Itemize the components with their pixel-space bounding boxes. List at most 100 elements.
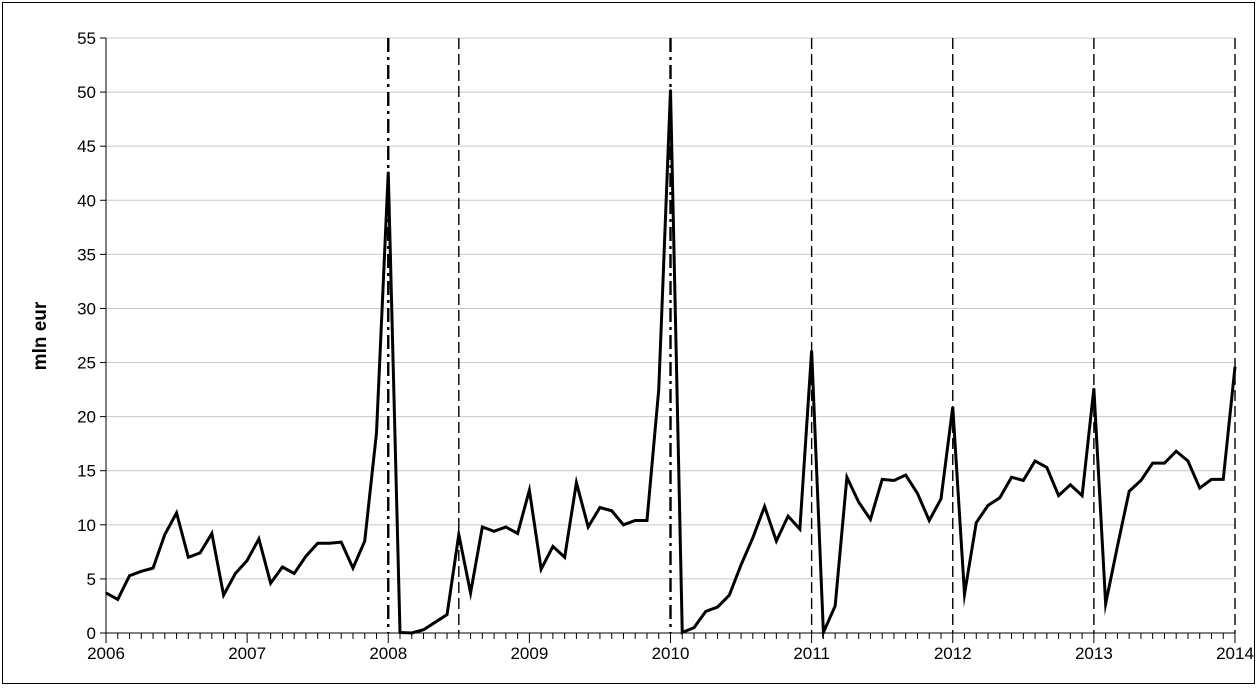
data-point bbox=[540, 568, 542, 570]
data-point bbox=[434, 621, 437, 623]
x-tick-label: 2008 bbox=[369, 644, 407, 663]
data-point bbox=[634, 519, 637, 522]
y-tick-label: 25 bbox=[77, 354, 96, 373]
data-point bbox=[222, 594, 225, 596]
data-point bbox=[857, 501, 860, 503]
data-point bbox=[399, 631, 401, 634]
data-point bbox=[458, 533, 460, 536]
data-point bbox=[105, 592, 107, 594]
x-tick-label: 2013 bbox=[1075, 644, 1113, 663]
data-point bbox=[599, 506, 601, 509]
data-point bbox=[387, 171, 390, 173]
y-tick-label: 55 bbox=[77, 29, 96, 48]
y-tick-label: 35 bbox=[77, 245, 96, 264]
y-tick-label: 5 bbox=[87, 570, 96, 589]
data-point bbox=[704, 610, 707, 613]
data-point bbox=[199, 552, 201, 554]
data-point bbox=[234, 572, 237, 575]
data-point bbox=[305, 555, 307, 557]
x-axis-tick-labels: 2006 2007 2008 2009 2010 2011 2012 2013 2014 bbox=[87, 644, 1254, 663]
axes bbox=[100, 37, 1236, 643]
data-point bbox=[893, 479, 895, 482]
data-point bbox=[822, 631, 825, 634]
data-point bbox=[610, 509, 613, 512]
data-point bbox=[128, 574, 131, 577]
y-tick-label: 45 bbox=[77, 137, 96, 156]
data-point bbox=[775, 540, 778, 542]
data-point bbox=[1116, 545, 1119, 548]
data-point bbox=[469, 592, 472, 594]
data-point bbox=[1198, 487, 1201, 489]
data-point bbox=[669, 89, 672, 91]
data-point bbox=[140, 570, 143, 573]
data-point bbox=[940, 498, 942, 500]
data-point bbox=[116, 598, 119, 601]
x-tick-label: 2010 bbox=[652, 644, 690, 663]
y-tick-label: 50 bbox=[77, 83, 96, 102]
data-point bbox=[963, 593, 966, 595]
data-point bbox=[446, 613, 448, 616]
data-point bbox=[1163, 462, 1166, 464]
data-point bbox=[211, 532, 213, 535]
y-tick-label: 10 bbox=[77, 516, 96, 535]
y-tick-label: 30 bbox=[77, 299, 96, 318]
data-point bbox=[1093, 387, 1095, 390]
data-point bbox=[481, 526, 484, 528]
data-point bbox=[881, 478, 883, 481]
data-point bbox=[516, 532, 519, 535]
series-group bbox=[105, 89, 1237, 639]
data-point bbox=[493, 530, 495, 533]
data-point bbox=[716, 606, 719, 608]
y-axis-tick-labels: 0 5 10 15 20 25 30 35 40 45 50 55 bbox=[77, 29, 96, 643]
data-point bbox=[869, 518, 872, 521]
data-point bbox=[646, 519, 648, 522]
data-point bbox=[1046, 466, 1048, 469]
data-point bbox=[1034, 460, 1036, 462]
data-point bbox=[363, 540, 366, 542]
data-point bbox=[916, 492, 919, 495]
data-point bbox=[410, 632, 413, 634]
data-point bbox=[998, 496, 1001, 499]
data-point bbox=[187, 556, 190, 559]
x-tick-label: 2011 bbox=[793, 644, 830, 663]
data-point bbox=[1175, 450, 1177, 453]
x-tick-label: 2012 bbox=[934, 644, 972, 663]
data-point bbox=[164, 533, 166, 536]
data-point bbox=[928, 519, 931, 522]
data-point bbox=[1010, 476, 1013, 479]
y-tick-label: 40 bbox=[77, 191, 96, 210]
data-point bbox=[563, 556, 566, 559]
data-point bbox=[328, 542, 331, 545]
data-point bbox=[352, 567, 354, 569]
data-point bbox=[740, 564, 742, 566]
data-point bbox=[728, 594, 731, 596]
data-point bbox=[1222, 478, 1225, 481]
vertical-markers bbox=[387, 38, 1236, 633]
data-point bbox=[258, 538, 260, 540]
data-point bbox=[1234, 366, 1236, 368]
x-tick-label: 2007 bbox=[228, 644, 266, 663]
data-point bbox=[552, 545, 554, 548]
y-tick-label: 15 bbox=[77, 462, 96, 481]
data-point bbox=[987, 504, 989, 507]
data-point bbox=[951, 406, 954, 408]
data-point bbox=[528, 489, 531, 492]
data-point bbox=[1104, 602, 1107, 605]
data-point bbox=[175, 512, 178, 514]
data-point bbox=[1081, 494, 1083, 497]
data-point bbox=[810, 349, 813, 352]
y-tick-label: 20 bbox=[77, 408, 96, 427]
data-point bbox=[375, 432, 378, 434]
data-point bbox=[693, 626, 695, 629]
y-axis-title: mln eur bbox=[30, 301, 51, 370]
data-point bbox=[1151, 462, 1154, 464]
data-point bbox=[1069, 483, 1072, 486]
data-point bbox=[340, 541, 343, 543]
data-point bbox=[422, 628, 425, 631]
x-tick-label: 2006 bbox=[87, 644, 125, 663]
x-tick-label: 2009 bbox=[510, 644, 548, 663]
data-point bbox=[1140, 479, 1142, 482]
data-point bbox=[975, 521, 978, 524]
data-point bbox=[1057, 494, 1060, 497]
